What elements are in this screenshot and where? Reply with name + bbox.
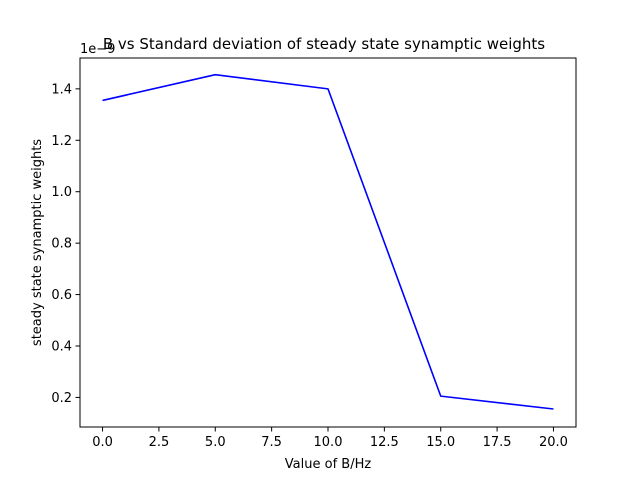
x-tick-label: 0.0 xyxy=(92,435,113,450)
y-tick-label: 0.4 xyxy=(51,340,72,355)
x-tick-label: 5.0 xyxy=(205,435,226,450)
x-axis-label: Value of B/Hz xyxy=(285,457,372,472)
x-tick-label: 7.5 xyxy=(261,435,282,450)
y-tick-label: 0.2 xyxy=(51,391,72,406)
plot-area xyxy=(102,73,554,410)
x-tick-label: 17.5 xyxy=(483,435,512,450)
series-line-std xyxy=(102,73,554,410)
x-tick-label: 15.0 xyxy=(426,435,455,450)
x-tick-label: 10.0 xyxy=(314,435,343,450)
y-tick-label: 1.4 xyxy=(51,82,72,97)
x-tick-label: 12.5 xyxy=(370,435,399,450)
x-axis: 0.0 2.5 5.0 7.5 10.0 12.5 15.0 17.5 20.0 xyxy=(92,427,568,450)
x-tick-label: 20.0 xyxy=(539,435,568,450)
chart-title: B vs Standard deviation of steady state … xyxy=(103,35,545,53)
x-tick-label: 2.5 xyxy=(149,435,170,450)
y-axis-label: steady state synamptic weights xyxy=(30,139,45,346)
y-tick-label: 0.8 xyxy=(51,237,72,252)
y-tick-label: 1.0 xyxy=(51,185,72,200)
y-offset-label: 1e−9 xyxy=(80,42,115,57)
y-tick-label: 1.2 xyxy=(51,134,72,149)
y-tick-label: 0.6 xyxy=(51,288,72,303)
y-axis: 0.2 0.4 0.6 0.8 1.0 1.2 1.4 xyxy=(51,82,80,406)
